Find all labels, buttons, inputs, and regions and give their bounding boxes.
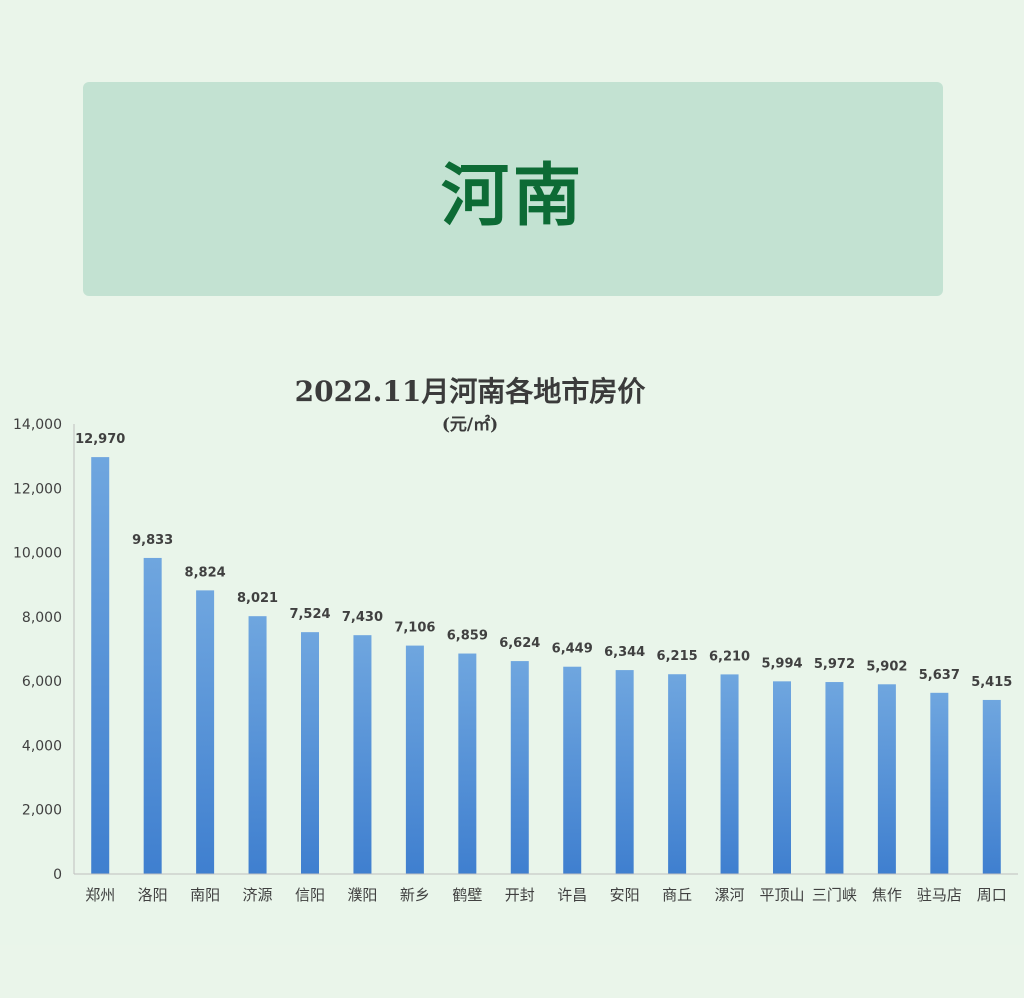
bar: [143, 557, 162, 874]
bar: [353, 635, 372, 874]
x-tick-label: 济源: [243, 886, 273, 904]
bars: [91, 457, 1001, 874]
x-tick-label: 安阳: [610, 886, 640, 904]
x-tick-label: 三门峡: [812, 886, 857, 904]
data-label: 6,859: [447, 629, 488, 644]
data-label: 5,902: [866, 659, 907, 674]
y-tick-label: 14,000: [13, 417, 62, 433]
x-tick-label: 郑州: [85, 886, 115, 904]
y-tick-label: 8,000: [22, 610, 62, 626]
bar: [91, 457, 110, 874]
bar: [563, 666, 582, 874]
data-label: 6,449: [552, 642, 593, 657]
x-tick-label: 鹤壁: [452, 886, 482, 904]
x-tick-label: 周口: [977, 886, 1007, 904]
bar: [825, 682, 844, 874]
data-label: 6,624: [499, 636, 540, 651]
x-tick-label: 许昌: [557, 886, 587, 904]
x-tick-label: 漯河: [715, 886, 745, 904]
bar: [458, 653, 477, 874]
data-label: 7,106: [394, 621, 435, 636]
bar: [301, 632, 319, 874]
x-tick-label: 驻马店: [917, 886, 962, 904]
y-axis: 0 2,000 4,000 6,000 8,000 10,000 12,000 14,000: [13, 417, 75, 883]
bar: [668, 674, 687, 874]
bar: [248, 616, 267, 874]
data-label: 12,970: [75, 432, 125, 447]
data-label: 5,637: [919, 668, 960, 683]
x-tick-label: 洛阳: [138, 886, 168, 904]
banner-title: 河南: [440, 156, 585, 236]
data-label: 8,824: [185, 565, 226, 580]
data-label: 9,833: [132, 533, 173, 548]
data-label: 8,021: [237, 591, 278, 606]
bar: [877, 684, 896, 874]
y-tick-label: 4,000: [22, 738, 62, 754]
x-tick-label: 信阳: [295, 886, 325, 904]
y-tick-label: 2,000: [22, 803, 62, 819]
x-tick-label: 焦作: [872, 886, 902, 904]
y-tick-label: 12,000: [13, 481, 62, 497]
bar: [930, 692, 949, 874]
data-label: 6,210: [709, 649, 750, 664]
x-tick-label: 开封: [505, 886, 535, 904]
data-label: 5,994: [761, 656, 802, 671]
data-label: 6,215: [657, 649, 698, 664]
x-tick-label: 新乡: [400, 886, 430, 904]
data-label: 7,524: [289, 607, 330, 622]
x-tick-label: 平顶山: [759, 886, 804, 904]
bar: [196, 590, 215, 874]
x-tick-label: 商丘: [662, 886, 692, 904]
data-label: 7,430: [342, 610, 383, 625]
y-tick-label: 6,000: [22, 674, 62, 690]
bar: [615, 670, 634, 874]
bar: [773, 681, 791, 874]
x-axis: 郑州 洛阳 南阳 济源 信阳 濮阳 新乡 鹤壁 开封 许昌 安阳 商丘 漯河 平顶山 三门峡 焦作 驻马店 周口: [74, 873, 1018, 904]
x-tick-label: 南阳: [190, 886, 220, 904]
y-tick-label: 0: [53, 867, 62, 883]
chart-subtitle: (元/㎡): [441, 415, 499, 435]
y-tick-label: 10,000: [13, 546, 62, 562]
data-label: 5,972: [814, 657, 855, 672]
province-banner: 河南: [83, 82, 943, 296]
data-label: 6,344: [604, 645, 645, 660]
bar: [982, 699, 1001, 874]
x-tick-label: 濮阳: [347, 886, 377, 904]
bar: [720, 674, 739, 874]
bar: [405, 645, 424, 874]
data-labels: 12,970 9,833 8,824 8,021 7,524 7,430 7,106 6,85…: [75, 432, 1012, 690]
data-label: 5,415: [971, 675, 1012, 690]
chart-title: 2022.11月河南各地市房价: [294, 375, 646, 408]
bar: [510, 661, 529, 874]
